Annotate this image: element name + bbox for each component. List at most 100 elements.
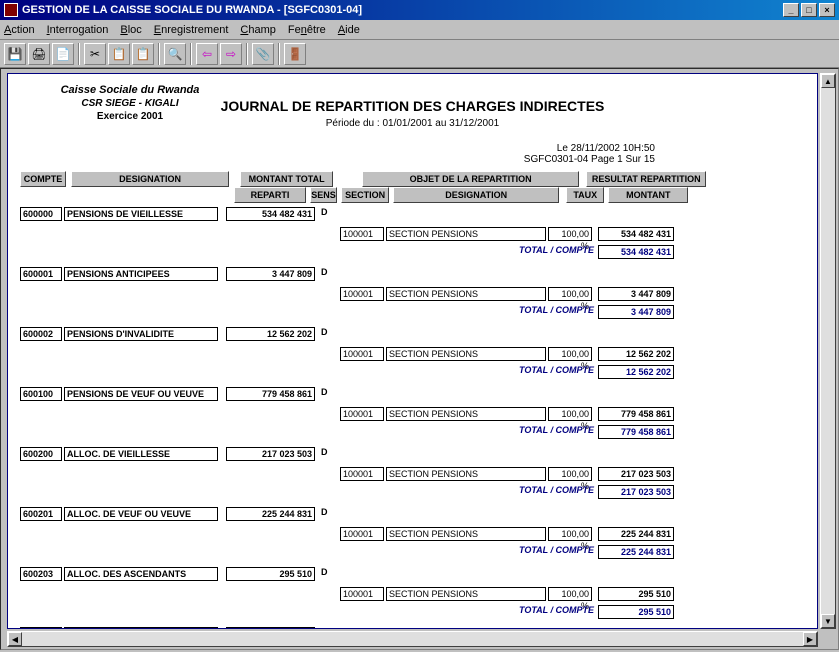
- entry-montant: 779 458 861: [226, 387, 315, 401]
- entry-section: 100001: [340, 587, 384, 601]
- entry-designation: ALLOC. DES ASCENDANTS: [64, 567, 218, 581]
- entry-section: 100001: [340, 527, 384, 541]
- entry-section-designation: SECTION PENSIONS: [386, 587, 546, 601]
- col-montant: MONTANT: [608, 187, 688, 203]
- save-icon[interactable]: 💾: [4, 43, 26, 65]
- scroll-left-icon[interactable]: ◀: [8, 632, 22, 646]
- entry-designation: PENSIONS ANTICIPEES: [64, 267, 218, 281]
- entry-section: 100001: [340, 407, 384, 421]
- menu-enregistrement[interactable]: Enregistrement: [154, 24, 229, 36]
- entry-row: 600200ALLOC. DE VIEILLESSE217 023 503D10…: [20, 447, 805, 499]
- paste-icon[interactable]: 📋: [132, 43, 154, 65]
- entry-section: 100001: [340, 287, 384, 301]
- menu-bloc[interactable]: Bloc: [120, 24, 141, 36]
- entry-compte: 600000: [20, 207, 62, 221]
- total-label: TOTAL / COMPTE: [340, 485, 598, 495]
- entry-montant: 12 562 202: [226, 327, 315, 341]
- entry-section-designation: SECTION PENSIONS: [386, 287, 546, 301]
- close-button[interactable]: ×: [819, 3, 835, 17]
- search-icon[interactable]: 🔍: [164, 43, 186, 65]
- workspace: Caisse Sociale du Rwanda CSR SIEGE - KIG…: [0, 68, 839, 650]
- entry-taux: 100,00 %: [548, 467, 592, 481]
- col-compte: COMPTE: [20, 171, 66, 187]
- total-label: TOTAL / COMPTE: [340, 545, 598, 555]
- entry-taux: 100,00 %: [548, 347, 592, 361]
- app-icon: [4, 3, 18, 17]
- entry-designation: COMMIS. S/PREST.PENSIONS: [64, 627, 218, 629]
- entry-sens: D: [321, 387, 341, 397]
- entry-total: 779 458 861: [598, 425, 674, 439]
- entry-section-montant: 534 482 431: [598, 227, 674, 241]
- scroll-down-icon[interactable]: ▼: [821, 614, 835, 628]
- menubar: Action Interrogation Bloc Enregistrement…: [0, 20, 839, 40]
- maximize-button[interactable]: □: [801, 3, 817, 17]
- entry-sens: D: [321, 627, 341, 629]
- entry-total: 295 510: [598, 605, 674, 619]
- toolbar: 💾 🖨 📄 ✂ 📋 📋 🔍 ⇦ ⇨ 📎 🚪: [0, 40, 839, 68]
- print-icon[interactable]: 🖨: [28, 43, 50, 65]
- next-icon[interactable]: ⇨: [220, 43, 242, 65]
- total-label: TOTAL / COMPTE: [340, 605, 598, 615]
- entry-total: 3 447 809: [598, 305, 674, 319]
- entry-section: 100001: [340, 347, 384, 361]
- menu-interrogation[interactable]: Interrogation: [47, 24, 109, 36]
- entry-sens: D: [321, 267, 341, 277]
- entry-section-designation: SECTION PENSIONS: [386, 527, 546, 541]
- entry-row: 600500COMMIS. S/PREST.PENSIONS13 867 950…: [20, 627, 805, 629]
- entry-taux: 100,00 %: [548, 287, 592, 301]
- entry-section-designation: SECTION PENSIONS: [386, 467, 546, 481]
- entry-total: 217 023 503: [598, 485, 674, 499]
- col-resultat: RESULTAT REPARTITION: [586, 171, 706, 187]
- entry-sens: D: [321, 507, 341, 517]
- window-title: GESTION DE LA CAISSE SOCIALE DU RWANDA -…: [22, 4, 362, 16]
- entry-total: 225 244 831: [598, 545, 674, 559]
- col-montant-total: MONTANT TOTAL: [240, 171, 333, 187]
- org-name: Caisse Sociale du Rwanda: [50, 84, 210, 96]
- entry-taux: 100,00 %: [548, 527, 592, 541]
- cut-icon[interactable]: ✂: [84, 43, 106, 65]
- menu-action[interactable]: Action: [4, 24, 35, 36]
- scroll-up-icon[interactable]: ▲: [821, 74, 835, 88]
- entry-row: 600203ALLOC. DES ASCENDANTS295 510D10000…: [20, 567, 805, 619]
- entry-montant: 3 447 809: [226, 267, 315, 281]
- total-label: TOTAL / COMPTE: [340, 365, 598, 375]
- horizontal-scrollbar[interactable]: ◀ ▶: [7, 631, 818, 647]
- attach-icon[interactable]: 📎: [252, 43, 274, 65]
- entry-taux: 100,00 %: [548, 227, 592, 241]
- col-reparti: REPARTI: [234, 187, 306, 203]
- entry-compte: 600201: [20, 507, 62, 521]
- exit-icon[interactable]: 🚪: [284, 43, 306, 65]
- print-setup-icon[interactable]: 📄: [52, 43, 74, 65]
- entry-total: 534 482 431: [598, 245, 674, 259]
- scroll-right-icon[interactable]: ▶: [803, 632, 817, 646]
- entry-compte: 600100: [20, 387, 62, 401]
- col-sens: SENS: [310, 187, 337, 203]
- entry-sens: D: [321, 447, 341, 457]
- entry-sens: D: [321, 207, 341, 217]
- entry-designation: ALLOC. DE VIEILLESSE: [64, 447, 218, 461]
- org-exercice: Exercice 2001: [50, 111, 210, 122]
- prev-icon[interactable]: ⇦: [196, 43, 218, 65]
- col-section: SECTION: [341, 187, 389, 203]
- total-label: TOTAL / COMPTE: [340, 425, 598, 435]
- menu-fenetre[interactable]: Fenêtre: [288, 24, 326, 36]
- entry-sens: D: [321, 567, 341, 577]
- col-designation2: DESIGNATION: [393, 187, 559, 203]
- minimize-button[interactable]: _: [783, 3, 799, 17]
- entry-row: 600002PENSIONS D'INVALIDITE12 562 202D10…: [20, 327, 805, 379]
- col-objet: OBJET DE LA REPARTITION: [362, 171, 579, 187]
- vertical-scrollbar[interactable]: ▲ ▼: [820, 73, 836, 629]
- entry-section-montant: 225 244 831: [598, 527, 674, 541]
- report-pagination: SGFC0301-04 Page 1 Sur 15: [20, 154, 655, 165]
- entries-list: 600000PENSIONS DE VIEILLESSE534 482 431D…: [20, 207, 805, 629]
- menu-aide[interactable]: Aide: [338, 24, 360, 36]
- entry-section-montant: 12 562 202: [598, 347, 674, 361]
- entry-taux: 100,00 %: [548, 587, 592, 601]
- report-page: Caisse Sociale du Rwanda CSR SIEGE - KIG…: [7, 73, 818, 629]
- menu-champ[interactable]: Champ: [240, 24, 275, 36]
- entry-montant: 534 482 431: [226, 207, 315, 221]
- col-taux: TAUX: [566, 187, 604, 203]
- copy-icon[interactable]: 📋: [108, 43, 130, 65]
- entry-compte: 600500: [20, 627, 62, 629]
- entry-section: 100001: [340, 467, 384, 481]
